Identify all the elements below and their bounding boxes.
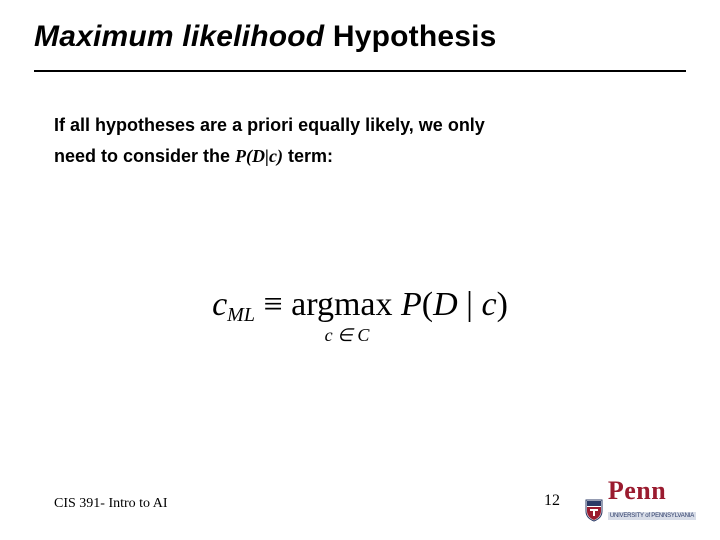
formula: cML ≡ argmax P(D | c) c ∈ C [0,286,720,346]
formula-space [393,286,402,323]
formula-D: D [433,286,458,323]
shield-icon [584,498,604,522]
title-area: Maximum likelihood Hypothesis [0,0,720,60]
title-plain: Hypothesis [324,20,496,53]
formula-c: c [212,286,227,323]
formula-open: ( [422,286,433,323]
formula-equiv: ≡ [255,286,291,323]
body-line1: If all hypotheses are a priori equally l… [54,110,666,141]
formula-close: ) [497,286,508,323]
formula-P: P [401,286,422,323]
formula-ml-sub: ML [227,304,255,326]
formula-main: cML ≡ argmax P(D | c) [0,286,720,327]
formula-constraint: c ∈ C [0,325,720,346]
body-line2-pre: need to consider the [54,146,235,166]
body-line2: need to consider the P(D|c) term: [54,141,666,172]
logo-text-block: Penn UNIVERSITY of PENNSYLVANIA [608,478,696,522]
page-number: 12 [544,492,560,510]
body-line2-post: term: [283,146,333,166]
logo-row: Penn UNIVERSITY of PENNSYLVANIA [584,478,696,522]
title-italic: Maximum likelihood [34,20,324,53]
formula-argmax: argmax [291,286,392,323]
formula-bar: | [458,286,482,323]
slide: Maximum likelihood Hypothesis If all hyp… [0,0,720,540]
logo-subtext: UNIVERSITY of PENNSYLVANIA [608,512,696,520]
penn-logo: Penn UNIVERSITY of PENNSYLVANIA [584,478,696,522]
footer-course: CIS 391- Intro to AI [54,496,168,512]
body-text: If all hypotheses are a priori equally l… [0,72,720,171]
slide-title: Maximum likelihood Hypothesis [34,20,686,54]
logo-text: Penn [608,478,696,504]
body-line2-math: P(D|c) [235,146,283,166]
formula-c2: c [481,286,496,323]
